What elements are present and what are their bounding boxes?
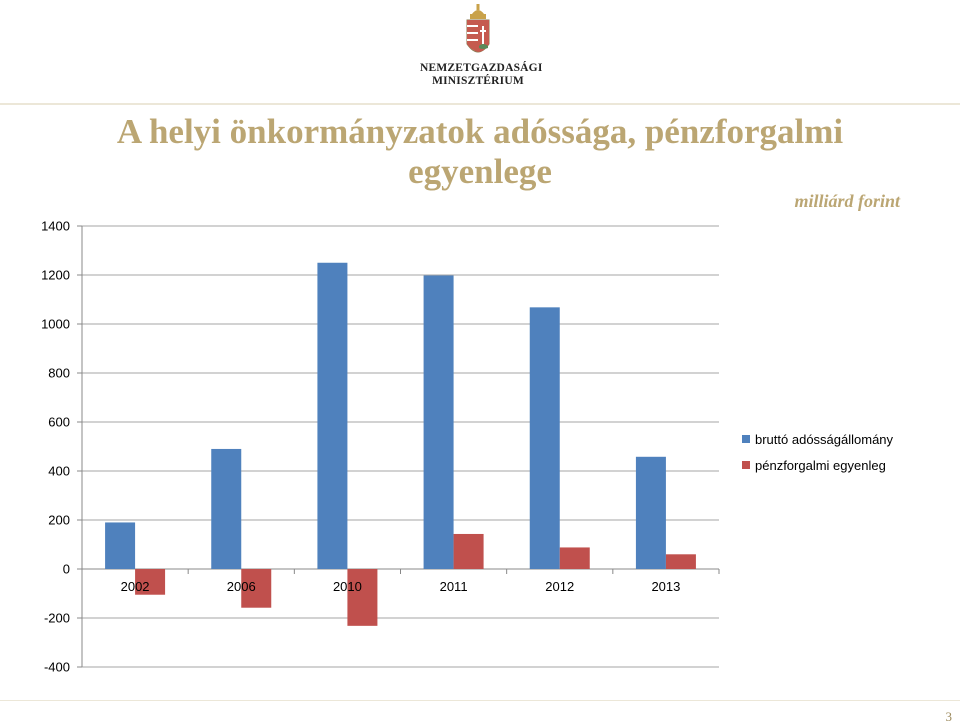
y-tick-label: 200 bbox=[48, 513, 70, 528]
y-axis-ticks: 1400 1200 1000 800 600 400 200 0 -200 -400 bbox=[41, 219, 70, 675]
bar-balance-2010 bbox=[347, 569, 378, 626]
legend-swatch-debt bbox=[742, 435, 750, 443]
y-tick-label: 0 bbox=[63, 562, 70, 577]
y-tick-label: 800 bbox=[48, 366, 70, 381]
x-tick-label: 2010 bbox=[333, 579, 362, 594]
y-tick-label: 600 bbox=[48, 415, 70, 430]
bar-debt-2010 bbox=[317, 262, 348, 569]
x-tick-label: 2012 bbox=[545, 579, 574, 594]
coat-of-arms-icon bbox=[466, 4, 490, 53]
y-tick-label: 400 bbox=[48, 464, 70, 479]
bar-debt-2012 bbox=[529, 307, 560, 569]
x-tick-label: 2011 bbox=[440, 579, 468, 594]
bar-debt-2011 bbox=[423, 275, 454, 569]
legend-swatch-balance bbox=[742, 461, 750, 469]
bar-debt-2002 bbox=[105, 522, 136, 569]
y-tick-label: -400 bbox=[44, 660, 70, 675]
bar-balance-2002 bbox=[135, 569, 166, 595]
header-divider bbox=[0, 103, 960, 105]
chart-bars bbox=[105, 262, 696, 626]
logo-text-line2: MINISZTÉRIUM bbox=[432, 75, 524, 87]
bar-debt-2006 bbox=[211, 448, 242, 569]
logo-text-line1: NEMZETGAZDASÁGI bbox=[420, 62, 543, 74]
x-tick-label: 2006 bbox=[227, 579, 256, 594]
y-tick-label: 1200 bbox=[41, 268, 70, 283]
y-tick-label: -200 bbox=[44, 611, 70, 626]
legend-label-debt: bruttó adósságállomány bbox=[755, 431, 894, 447]
ministry-logo: NEMZETGAZDASÁGI MINISZTÉRIUM bbox=[420, 4, 543, 94]
x-tick-label: 2002 bbox=[121, 579, 150, 594]
chart-grid bbox=[77, 225, 720, 668]
bar-balance-2006 bbox=[241, 569, 272, 608]
footer-divider bbox=[0, 700, 960, 701]
y-tick-label: 1400 bbox=[41, 219, 70, 234]
x-axis-labels: 2002 2006 2010 2011 2012 2013 bbox=[121, 579, 681, 594]
legend-label-balance: pénzforgalmi egyenleg bbox=[755, 457, 886, 473]
bar-balance-2013 bbox=[665, 554, 696, 569]
page-number: 3 bbox=[945, 709, 953, 724]
bar-balance-2012 bbox=[559, 547, 590, 569]
slide-title: A helyi önkormányzatok adóssága, pénzfor… bbox=[116, 112, 844, 191]
bar-balance-2011 bbox=[453, 533, 484, 569]
x-tick-label: 2013 bbox=[651, 579, 680, 594]
unit-label: milliárd forint bbox=[794, 191, 900, 211]
bar-debt-2013 bbox=[635, 456, 666, 569]
legend-item-debt: bruttó adósságállomány bbox=[742, 426, 893, 452]
chart-legend: bruttó adósságállomány pénzforgalmi egye… bbox=[742, 426, 893, 478]
legend-item-balance: pénzforgalmi egyenleg bbox=[742, 452, 893, 478]
y-tick-label: 1000 bbox=[41, 317, 70, 332]
